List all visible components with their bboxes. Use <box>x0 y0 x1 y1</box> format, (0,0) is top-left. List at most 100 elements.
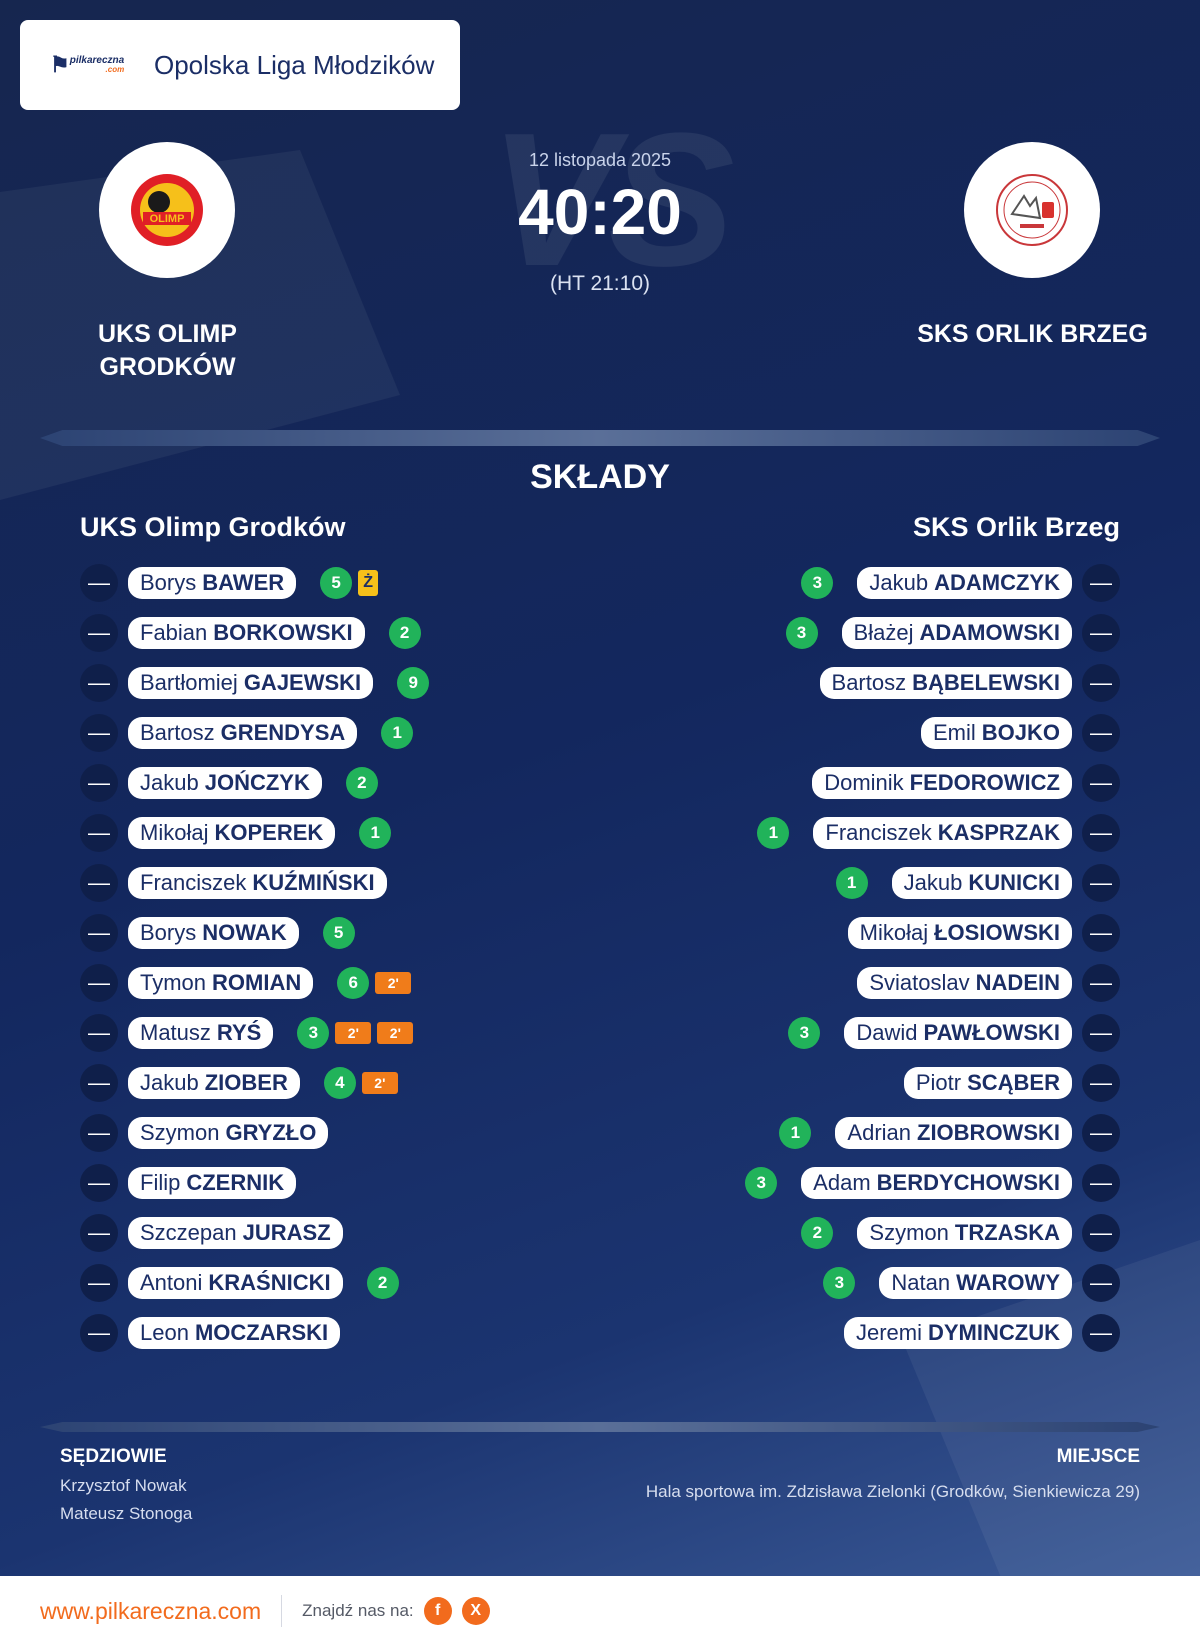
player-name[interactable]: Borys NOWAK <box>128 917 299 949</box>
player-name[interactable]: Franciszek KUŹMIŃSKI <box>128 867 387 899</box>
player-name[interactable]: Tymon ROMIAN <box>128 967 314 999</box>
player-name[interactable]: Jeremi DYMINCZUK <box>843 1317 1072 1349</box>
player-row[interactable]: — Filip CZERNIK <box>80 1158 600 1208</box>
player-name[interactable]: Natan WAROWY <box>879 1267 1072 1299</box>
shirt-number: — <box>80 864 118 902</box>
player-row[interactable]: — Piotr SCĄBER <box>600 1058 1120 1108</box>
shirt-number: — <box>1082 714 1120 752</box>
player-name[interactable]: Szczepan JURASZ <box>128 1217 343 1249</box>
shirt-number: — <box>80 1114 118 1152</box>
player-row[interactable]: — Leon MOCZARSKI <box>80 1308 600 1358</box>
player-last-name: ZIOBROWSKI <box>917 1120 1060 1145</box>
player-row[interactable]: — Fabian BORKOWSKI 2 <box>80 608 600 658</box>
player-row[interactable]: — Błażej ADAMOWSKI 3 <box>600 608 1120 658</box>
logo-subtext: .com <box>105 65 125 74</box>
player-name[interactable]: Jakub KUNICKI <box>891 867 1072 899</box>
player-row[interactable]: — Bartłomiej GAJEWSKI 9 <box>80 658 600 708</box>
player-name[interactable]: Fabian BORKOWSKI <box>128 617 365 649</box>
player-name[interactable]: Adam BERDYCHOWSKI <box>801 1167 1072 1199</box>
player-name[interactable]: Błażej ADAMOWSKI <box>841 617 1072 649</box>
player-name[interactable]: Franciszek KASPRZAK <box>813 817 1072 849</box>
player-name[interactable]: Dominik FEDOROWICZ <box>812 767 1072 799</box>
player-name[interactable]: Bartosz GRENDYSA <box>128 717 358 749</box>
player-name[interactable]: Piotr SCĄBER <box>903 1067 1072 1099</box>
player-row[interactable]: — Franciszek KUŹMIŃSKI <box>80 858 600 908</box>
player-row[interactable]: — Dawid PAWŁOWSKI 3 <box>600 1008 1120 1058</box>
goals-badge: 2 <box>801 1217 834 1249</box>
player-row[interactable]: — Sviatoslav NADEIN <box>600 958 1120 1008</box>
player-name[interactable]: Matusz RYŚ <box>128 1017 274 1049</box>
player-row[interactable]: — Jakub JOŃCZYK 2 <box>80 758 600 808</box>
player-row[interactable]: — Mikołaj KOPEREK 1 <box>80 808 600 858</box>
player-first-name: Jeremi <box>855 1320 922 1345</box>
player-row[interactable]: — Matusz RYŚ 3 2' 2' <box>80 1008 600 1058</box>
away-team-name[interactable]: SKS ORLIK BRZEG <box>917 320 1148 348</box>
player-name[interactable]: Mikołaj ŁOSIOWSKI <box>847 917 1072 949</box>
player-row[interactable]: — Borys NOWAK 5 <box>80 908 600 958</box>
home-team-crest[interactable]: OLIMP <box>99 142 235 278</box>
league-header[interactable]: ⚑ pilkareczna .com Opolska Liga Młodzików <box>20 20 460 110</box>
site-link[interactable]: www.pilkareczna.com <box>40 1597 262 1624</box>
player-name[interactable]: Jakub ZIOBER <box>128 1067 300 1099</box>
player-row[interactable]: — Adrian ZIOBROWSKI 1 <box>600 1108 1120 1158</box>
player-row[interactable]: — Jakub ADAMCZYK 3 <box>600 558 1120 608</box>
player-first-name: Szymon <box>869 1220 949 1245</box>
player-first-name: Piotr <box>915 1070 962 1095</box>
player-row[interactable]: — Natan WAROWY 3 <box>600 1258 1120 1308</box>
player-row[interactable]: — Tymon ROMIAN 6 2' <box>80 958 600 1008</box>
goals-badge: 4 <box>323 1067 356 1099</box>
player-row[interactable]: — Jakub KUNICKI 1 <box>600 858 1120 908</box>
home-team-name[interactable]: UKS OLIMP GRODKÓW <box>98 320 237 381</box>
shirt-number: — <box>1082 1314 1120 1352</box>
player-name[interactable]: Bartosz BĄBELEWSKI <box>819 667 1072 699</box>
player-last-name: FEDOROWICZ <box>909 770 1060 795</box>
player-name[interactable]: Jakub ADAMCZYK <box>857 567 1072 599</box>
player-name[interactable]: Mikołaj KOPEREK <box>128 817 336 849</box>
player-name[interactable]: Leon MOCZARSKI <box>128 1317 341 1349</box>
player-row[interactable]: — Jeremi DYMINCZUK <box>600 1308 1120 1358</box>
player-name[interactable]: Szymon GRYZŁO <box>128 1117 329 1149</box>
player-name[interactable]: Bartłomiej GAJEWSKI <box>128 667 374 699</box>
player-name[interactable]: Borys BAWER <box>128 567 297 599</box>
player-name[interactable]: Filip CZERNIK <box>128 1167 297 1199</box>
player-name[interactable]: Adrian ZIOBROWSKI <box>835 1117 1072 1149</box>
player-name[interactable]: Jakub JOŃCZYK <box>128 767 322 799</box>
player-row[interactable]: — Bartosz BĄBELEWSKI <box>600 658 1120 708</box>
player-name[interactable]: Antoni KRAŚNICKI <box>128 1267 343 1299</box>
shirt-number: — <box>1082 814 1120 852</box>
player-name[interactable]: Sviatoslav NADEIN <box>857 967 1072 999</box>
player-row[interactable]: — Szczepan JURASZ <box>80 1208 600 1258</box>
player-stats: 3 <box>785 617 818 649</box>
player-row[interactable]: — Dominik FEDOROWICZ <box>600 758 1120 808</box>
referee-name: Krzysztof Nowak <box>60 1476 187 1495</box>
player-row[interactable]: — Adam BERDYCHOWSKI 3 <box>600 1158 1120 1208</box>
player-first-name: Adrian <box>847 1120 911 1145</box>
away-team-crest[interactable] <box>964 142 1100 278</box>
player-first-name: Natan <box>891 1270 951 1295</box>
player-first-name: Emil <box>932 720 976 745</box>
goals-badge: 9 <box>397 667 430 699</box>
divider <box>40 1422 1160 1432</box>
x-icon[interactable]: X <box>461 1597 490 1625</box>
player-first-name: Borys <box>140 570 197 595</box>
player-row[interactable]: — Borys BAWER 5 Ż <box>80 558 600 608</box>
facebook-icon[interactable]: f <box>423 1597 452 1625</box>
player-stats: 2 <box>801 1217 834 1249</box>
player-first-name: Jakub <box>869 570 929 595</box>
player-row[interactable]: — Antoni KRAŚNICKI 2 <box>80 1258 600 1308</box>
player-row[interactable]: — Franciszek KASPRZAK 1 <box>600 808 1120 858</box>
player-row[interactable]: — Mikołaj ŁOSIOWSKI <box>600 908 1120 958</box>
player-name[interactable]: Szymon TRZASKA <box>857 1217 1072 1249</box>
player-name[interactable]: Emil BOJKO <box>920 717 1072 749</box>
player-name[interactable]: Dawid PAWŁOWSKI <box>844 1017 1072 1049</box>
player-row[interactable]: — Szymon TRZASKA 2 <box>600 1208 1120 1258</box>
player-row[interactable]: — Bartosz GRENDYSA 1 <box>80 708 600 758</box>
player-first-name: Bartosz <box>831 670 907 695</box>
player-last-name: KUŹMIŃSKI <box>252 870 375 895</box>
player-row[interactable]: — Jakub ZIOBER 4 2' <box>80 1058 600 1108</box>
player-row[interactable]: — Emil BOJKO <box>600 708 1120 758</box>
player-row[interactable]: — Szymon GRYZŁO <box>80 1108 600 1158</box>
orlik-crest-icon <box>996 174 1068 246</box>
player-last-name: ADAMOWSKI <box>919 620 1060 645</box>
